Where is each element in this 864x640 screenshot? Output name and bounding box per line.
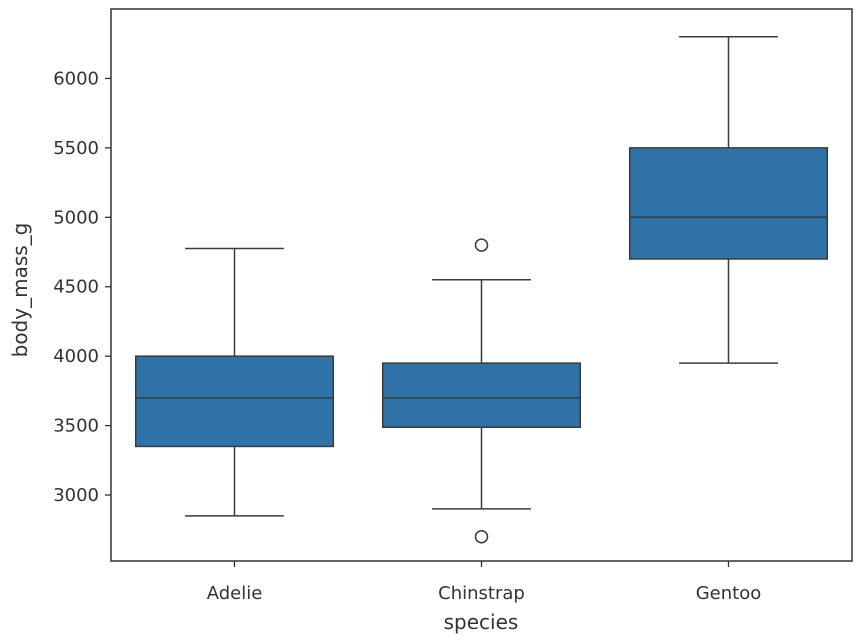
y-tick-label: 5000	[53, 207, 99, 228]
iqr-box	[134, 355, 335, 448]
box-group-adelie	[134, 247, 335, 517]
iqr-box	[628, 147, 829, 260]
x-axis-label: species	[444, 610, 519, 634]
outlier-point	[474, 529, 489, 544]
y-tick-label: 3000	[53, 485, 99, 506]
x-axis-ticks: Adelie Chinstrap Gentoo	[207, 561, 762, 604]
y-tick-label: 6000	[53, 68, 99, 89]
box-group-gentoo	[628, 36, 829, 364]
y-tick-label: 4500	[53, 277, 99, 298]
box-series	[134, 36, 829, 544]
box-group-chinstrap	[381, 238, 582, 544]
x-tick-label: Chinstrap	[438, 583, 525, 604]
y-tick-label: 5500	[53, 138, 99, 159]
outlier-point	[474, 238, 489, 252]
y-axis-label: body_mass_g	[8, 223, 32, 358]
iqr-box	[381, 362, 582, 429]
x-tick-label: Gentoo	[696, 583, 762, 604]
y-axis-ticks: 3000 3500 4000 4500 5000 5500 6000	[53, 68, 111, 506]
y-tick-label: 4000	[53, 346, 99, 367]
x-tick-label: Adelie	[207, 583, 263, 604]
y-tick-label: 3500	[53, 416, 99, 437]
